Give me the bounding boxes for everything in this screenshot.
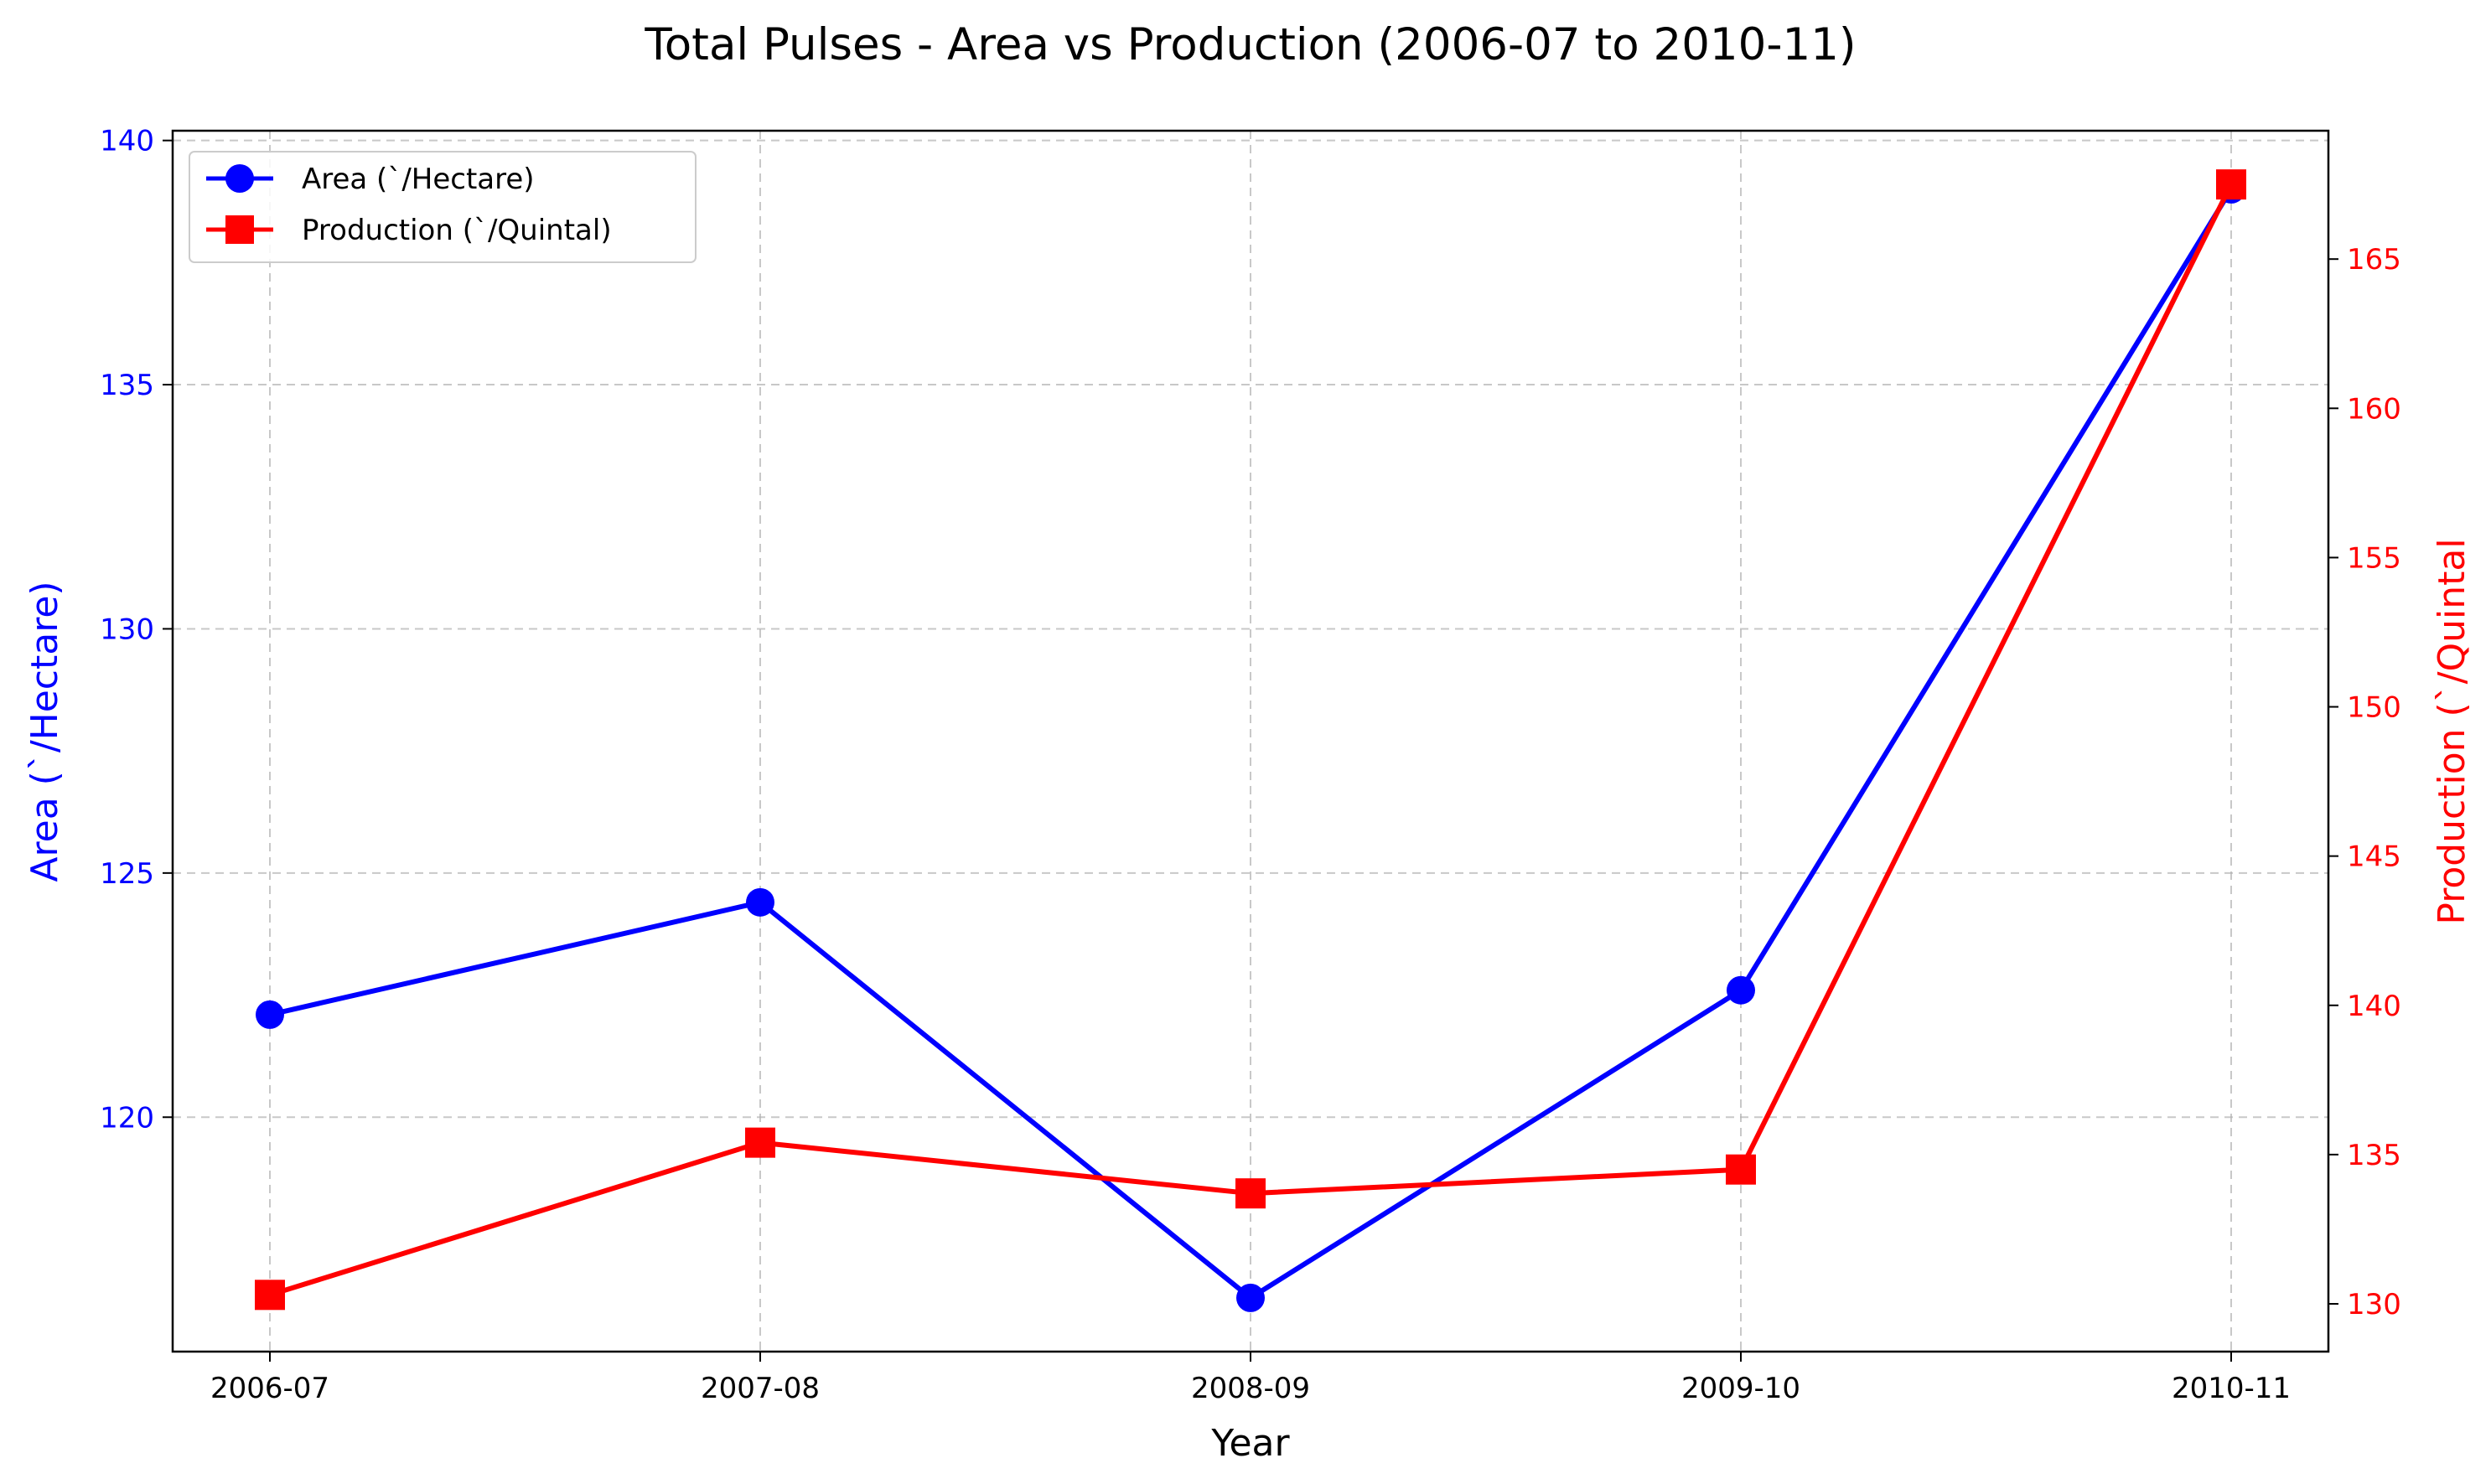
axes: 2006-07 2007-08 2008-09 2009-10 2010-11 120 12… <box>100 125 2401 1405</box>
legend-marker-production <box>225 215 254 244</box>
x-axis-label: Year <box>1210 1422 1290 1465</box>
x-tick-label: 2010-11 <box>2172 1372 2291 1405</box>
plot-frame <box>171 129 2330 1353</box>
legend-marker-area <box>225 164 254 193</box>
y-right-tick-label: 130 <box>2347 1288 2401 1321</box>
legend-label-area: Area (`/Hectare) <box>302 163 535 196</box>
grid <box>173 131 2328 1352</box>
data-point-circle <box>1727 975 1755 1005</box>
y-right-tick-label: 145 <box>2347 840 2401 874</box>
y-left-tick-label: 125 <box>100 857 154 891</box>
data-point-square <box>2216 169 2246 200</box>
x-tick-label: 2006-07 <box>210 1372 329 1405</box>
data-point-square <box>1726 1154 1756 1185</box>
chart-title: Total Pulses - Area vs Production (2006-… <box>644 19 1856 70</box>
data-point-square <box>1235 1178 1266 1209</box>
data-point-circle <box>746 887 774 917</box>
y-right-tick-label: 160 <box>2347 392 2401 426</box>
y-right-tick-label: 140 <box>2347 990 2401 1023</box>
y-left-tick-label: 120 <box>100 1101 154 1135</box>
legend: Area (`/Hectare) Production (`/Quintal) <box>189 151 697 263</box>
series <box>255 169 2246 1312</box>
data-point-square <box>745 1127 775 1158</box>
y-right-tick-label: 150 <box>2347 691 2401 725</box>
data-point-square <box>255 1280 285 1311</box>
y-axis-right-label: Production (`/Quintal <box>2431 538 2473 924</box>
x-tick-label: 2008-09 <box>1191 1372 1310 1405</box>
legend-label-production: Production (`/Quintal) <box>302 214 612 247</box>
y-left-tick-label: 135 <box>100 369 154 402</box>
y-right-tick-label: 155 <box>2347 541 2401 575</box>
legend-box <box>189 151 697 263</box>
labels: Total Pulses - Area vs Production (2006-… <box>23 19 2473 1465</box>
y-left-tick-label: 140 <box>100 125 154 158</box>
x-tick-label: 2009-10 <box>1681 1372 1800 1405</box>
data-point-circle <box>256 1000 284 1029</box>
y-axis-left-label: Area (`/Hectare) <box>23 581 66 882</box>
data-point-circle <box>1236 1283 1265 1312</box>
y-right-tick-label: 165 <box>2347 243 2401 277</box>
x-tick-label: 2007-08 <box>701 1372 820 1405</box>
y-left-tick-label: 130 <box>100 613 154 646</box>
y-right-tick-label: 135 <box>2347 1139 2401 1172</box>
